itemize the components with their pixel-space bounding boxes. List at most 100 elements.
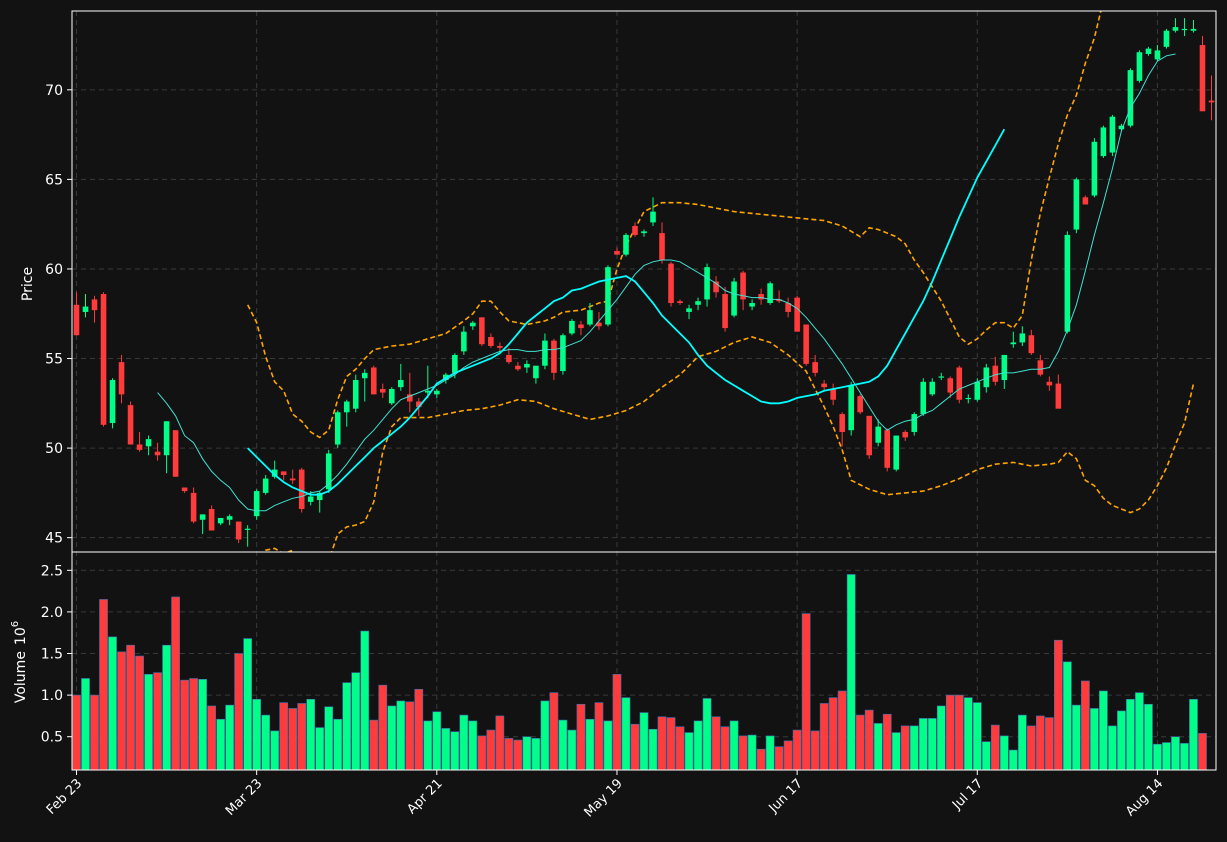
- volume-bar: [792, 729, 802, 770]
- candle-body: [632, 225, 638, 235]
- candle-body: [109, 380, 116, 424]
- candle-body: [172, 430, 179, 477]
- candle-body: [73, 304, 80, 336]
- candle-body: [1037, 360, 1044, 375]
- volume-bar: [405, 701, 415, 770]
- candle-body: [911, 414, 918, 432]
- candle-body: [596, 322, 602, 327]
- candle-body: [533, 365, 539, 379]
- candle-body: [1136, 52, 1143, 81]
- volume-bar: [765, 735, 775, 770]
- volume-bar: [657, 716, 667, 770]
- candle-body: [542, 340, 548, 366]
- volume-bar: [324, 706, 334, 770]
- candle-body: [253, 491, 260, 517]
- candle-body: [208, 509, 215, 531]
- candle-body: [713, 281, 719, 293]
- candle-body: [677, 301, 683, 303]
- candle-body: [217, 517, 224, 524]
- volume-bar: [1063, 661, 1072, 770]
- volume-bar: [648, 728, 658, 770]
- volume-bar: [819, 703, 829, 770]
- volume-bar: [333, 718, 343, 770]
- volume-bar: [558, 719, 568, 770]
- candle-body: [1190, 28, 1197, 31]
- candle-body: [785, 302, 791, 312]
- candle-body: [983, 367, 990, 388]
- candle-body: [731, 281, 737, 316]
- volume-bar: [738, 735, 748, 770]
- volume-bar: [576, 703, 586, 770]
- volume-bar: [603, 720, 613, 770]
- volume-bar: [1198, 733, 1207, 770]
- candle-body: [425, 390, 431, 393]
- volume-bar: [486, 729, 496, 770]
- volume-bar: [828, 697, 838, 770]
- price-tick-label: 50: [45, 441, 63, 457]
- volume-bar: [891, 732, 901, 770]
- volume-bar: [882, 713, 892, 770]
- candle-body: [794, 297, 800, 332]
- candle-body: [352, 380, 359, 409]
- volume-bar: [135, 655, 144, 770]
- volume-bar: [909, 725, 919, 770]
- candle-body: [974, 381, 981, 400]
- candle-body: [1001, 354, 1008, 381]
- candle-body: [614, 251, 620, 255]
- candle-body: [848, 385, 854, 431]
- volume-bar: [1090, 708, 1099, 770]
- price-tick-label: 45: [45, 531, 63, 547]
- candle-body: [190, 492, 197, 522]
- candle-body: [641, 231, 647, 234]
- volume-bar: [243, 638, 253, 770]
- candle-body: [163, 421, 170, 456]
- volume-bar: [216, 718, 225, 770]
- volume-bar: [900, 725, 910, 770]
- volume-bar: [693, 720, 703, 770]
- volume-bar: [963, 697, 973, 770]
- candle-body: [506, 354, 512, 363]
- price-axis-label: Price: [20, 267, 36, 301]
- candle-body: [965, 397, 972, 400]
- bollinger-lower-band: [263, 336, 1195, 552]
- candle-body: [181, 487, 188, 492]
- volume-bar: [801, 613, 811, 770]
- candle-body: [91, 299, 98, 311]
- volume-bar: [999, 735, 1009, 770]
- candle-body: [461, 331, 467, 352]
- volume-bar: [522, 736, 532, 770]
- candle-body: [298, 469, 305, 510]
- candle-body: [289, 478, 296, 481]
- volume-bar: [990, 724, 1000, 770]
- candle-body: [857, 396, 863, 413]
- candle-body: [271, 469, 278, 477]
- volume-bar: [207, 705, 216, 770]
- candle-body: [767, 283, 773, 303]
- volume-bar: [468, 720, 478, 770]
- volume-bar: [729, 720, 739, 770]
- candle-body: [1010, 342, 1017, 345]
- candle-body: [776, 299, 782, 302]
- volume-bar: [855, 714, 865, 770]
- volume-axis-label-name: Volume: [13, 651, 29, 703]
- candle-body: [325, 453, 332, 490]
- volume-bar: [414, 688, 424, 770]
- volume-bar: [702, 698, 712, 770]
- candle-body: [407, 394, 413, 402]
- volume-tick-label: 1.5: [41, 647, 63, 663]
- candle-body: [316, 492, 323, 501]
- volume-bar: [153, 672, 162, 770]
- volume-bar: [981, 741, 991, 770]
- volume-bar: [783, 740, 793, 770]
- volume-bar: [297, 703, 307, 770]
- candle-body: [560, 335, 566, 372]
- candle-body: [902, 431, 909, 438]
- volume-axis-unit: 10: [13, 627, 29, 645]
- volume-bar: [81, 678, 90, 770]
- candle-body: [875, 426, 881, 443]
- volume-bar: [1054, 639, 1063, 770]
- volume-bar: [846, 574, 856, 770]
- candle-body: [479, 317, 485, 345]
- volume-bar: [747, 734, 757, 770]
- volume-bar: [513, 739, 523, 770]
